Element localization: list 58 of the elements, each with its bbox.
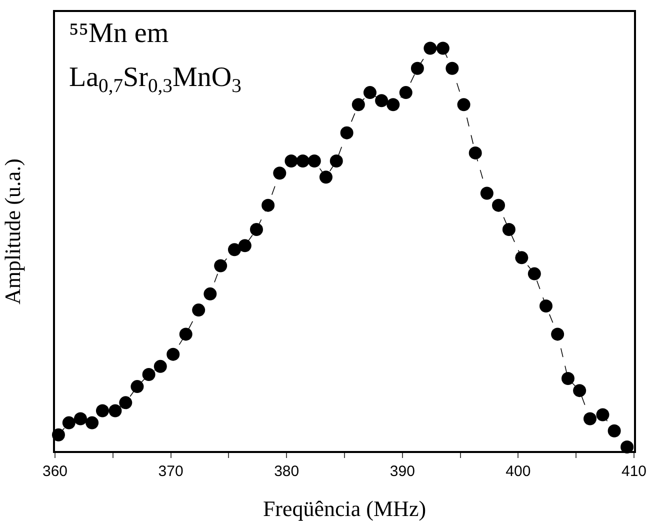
- point: [551, 328, 564, 341]
- point: [142, 368, 156, 381]
- point: [446, 62, 459, 75]
- point: [468, 146, 482, 160]
- x-tick-label: 370: [158, 462, 184, 480]
- point: [502, 222, 516, 236]
- point: [130, 380, 144, 394]
- point: [352, 98, 365, 112]
- point: [375, 94, 388, 108]
- x-tick-label: 360: [42, 462, 68, 480]
- point: [262, 198, 275, 212]
- point: [273, 166, 286, 180]
- point: [284, 154, 298, 168]
- point: [596, 408, 610, 422]
- point: [228, 243, 241, 256]
- point: [250, 222, 263, 236]
- point: [410, 62, 424, 75]
- point: [86, 416, 99, 430]
- point: [561, 372, 574, 385]
- point: [308, 154, 321, 168]
- point: [584, 412, 596, 426]
- point: [62, 416, 76, 430]
- point: [238, 239, 252, 252]
- point: [386, 98, 400, 112]
- point: [74, 412, 87, 426]
- point: [340, 126, 354, 140]
- point: [96, 404, 109, 418]
- point: [515, 251, 528, 264]
- point: [108, 404, 122, 418]
- point: [457, 98, 470, 112]
- point: [192, 304, 206, 317]
- point: [214, 259, 228, 272]
- point: [296, 154, 310, 168]
- point: [330, 154, 343, 168]
- point: [204, 287, 217, 300]
- x-tick-label: 380: [274, 462, 300, 480]
- point: [424, 42, 437, 55]
- point: [154, 360, 167, 373]
- point: [319, 170, 332, 184]
- point: [492, 198, 506, 212]
- annotation: ⁵⁵Mn em: [69, 18, 169, 49]
- point: [119, 396, 132, 410]
- x-axis-title: Freqüência (MHz): [262, 496, 426, 521]
- point: [573, 384, 586, 398]
- annotation: La$_{0,7}$Sr$_{0,3}$MnO$_{3}$: [69, 62, 242, 97]
- point: [436, 42, 450, 55]
- point: [166, 348, 180, 361]
- point: [608, 424, 621, 438]
- y-axis-title: Amplitude (u.a.): [0, 158, 25, 305]
- x-tick-label: 400: [506, 462, 531, 480]
- point: [179, 328, 192, 341]
- point: [539, 300, 552, 313]
- x-tick-label: 410: [621, 462, 647, 480]
- point: [399, 86, 412, 100]
- x-tick-label: 390: [390, 462, 415, 480]
- point: [528, 267, 541, 280]
- point: [363, 86, 376, 100]
- point: [480, 186, 494, 200]
